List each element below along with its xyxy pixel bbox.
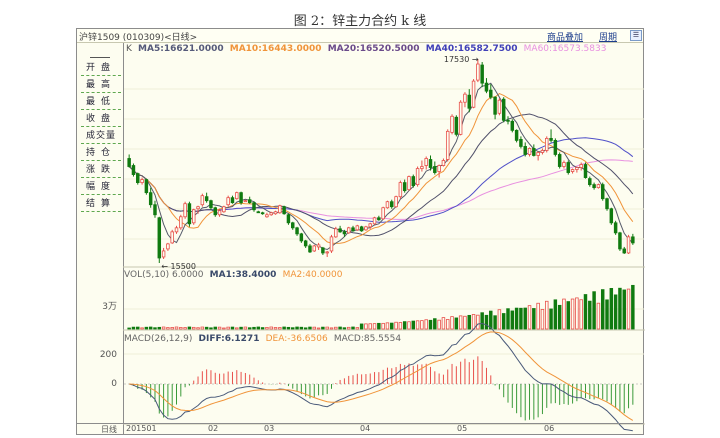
- period-link[interactable]: 周期: [599, 33, 618, 43]
- x-tick-201501: 201501: [126, 424, 157, 433]
- volume-y-label: 3万: [102, 302, 117, 312]
- price-legend: K MA5:16621.0000 MA10:16443.0000 MA20:16…: [126, 44, 609, 54]
- contract-title: 沪锌1509 (010309)<日线>: [79, 33, 198, 43]
- x-tick-05: 05: [457, 424, 468, 433]
- figure-title: 图 2：锌主力合约 k 线: [293, 14, 427, 29]
- vol-label: VOL(5,10) 6.0000: [124, 270, 204, 280]
- legend-ma5: MA5:16621.0000: [138, 44, 224, 54]
- svg-text:17530 →: 17530 →: [444, 55, 479, 64]
- macd-legend: MACD(26,12,9) DIFF:6.1271 DEA:-36.6506 M…: [124, 334, 404, 344]
- vol-ma1: MA1:38.4000: [209, 270, 277, 280]
- data-sidebar: 开盘 最高 最低 收盘 成交量 持仓 涨跌 幅度 结算 3万 200 0: [77, 43, 124, 434]
- legend-ma10: MA10:16443.0000: [229, 44, 322, 54]
- macd-label: MACD(26,12,9): [124, 334, 193, 344]
- x-tick-03: 03: [264, 424, 275, 433]
- x-tick-06: 06: [544, 424, 555, 433]
- legend-ma60: MA60:16573.5833: [523, 44, 607, 54]
- overlay-link[interactable]: 商品叠加: [547, 33, 584, 43]
- sidebar-item-volume: 成交量: [81, 128, 121, 144]
- chart-header: 沪锌1509 (010309)<日线> 商品叠加 周期 ☰: [77, 29, 643, 43]
- legend-k: K: [126, 44, 132, 54]
- x-axis-period: 日线: [101, 425, 117, 434]
- macd-y-0: 0: [111, 379, 117, 389]
- collapse-icon[interactable]: ☰: [630, 30, 642, 41]
- sidebar-item-close: 收盘: [81, 111, 121, 127]
- sidebar-item-open-interest: 持仓: [81, 145, 121, 161]
- x-axis: 日线 201501 02 03 04 05 06: [77, 423, 643, 434]
- legend-ma20: MA20:16520.5000: [327, 44, 420, 54]
- sidebar-item-open: 开盘: [81, 60, 121, 76]
- chart-window: 沪锌1509 (010309)<日线> 商品叠加 周期 ☰ 开盘 最高 最低 收…: [76, 28, 645, 436]
- sidebar-item-pct-change: 幅度: [81, 179, 121, 195]
- macd-value: MACD:85.5554: [333, 334, 402, 344]
- macd-y-200: 200: [99, 350, 117, 360]
- macd-diff: DIFF:6.1271: [198, 334, 260, 344]
- sidebar-item-low: 最低: [81, 94, 121, 110]
- macd-dea: DEA:-36.6506: [265, 334, 328, 344]
- kline-chart[interactable]: 17530 → ← 15500: [77, 29, 645, 436]
- sidebar-item-change: 涨跌: [81, 162, 121, 178]
- x-tick-02: 02: [208, 424, 219, 433]
- sidebar-item-high: 最高: [81, 77, 121, 93]
- svg-text:← 15500: ← 15500: [161, 262, 196, 271]
- x-tick-04: 04: [360, 424, 371, 433]
- sidebar-item-settlement: 结算: [81, 196, 121, 212]
- sidebar-divider: [90, 57, 110, 58]
- legend-ma40: MA40:16582.7500: [425, 44, 518, 54]
- vol-ma2: MA2:40.0000: [282, 270, 343, 280]
- volume-legend: VOL(5,10) 6.0000 MA1:38.4000 MA2:40.0000: [124, 270, 345, 280]
